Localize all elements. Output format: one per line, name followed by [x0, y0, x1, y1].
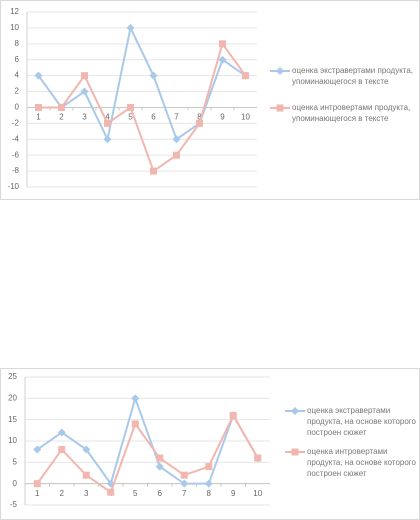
y-tick-label: 12	[10, 7, 19, 16]
x-tick-label: 5	[128, 113, 133, 122]
y-tick-label: 0	[15, 103, 20, 112]
marker	[127, 103, 134, 111]
y-tick-label: -8	[12, 166, 20, 175]
marker	[33, 480, 41, 488]
marker	[58, 103, 65, 111]
x-tick-label: 10	[253, 489, 262, 498]
y-tick-label: -5	[10, 500, 18, 509]
marker	[180, 471, 188, 479]
x-tick-label: 10	[241, 113, 250, 122]
marker	[107, 488, 115, 496]
x-tick-label: 9	[231, 489, 236, 498]
chart-frame	[0, 0, 420, 200]
x-tick-label: 2	[59, 113, 64, 122]
marker	[204, 479, 213, 488]
x-tick-label: 4	[105, 113, 110, 122]
marker	[172, 135, 181, 144]
marker	[196, 119, 203, 127]
marker	[34, 71, 43, 80]
series-line	[38, 41, 247, 173]
x-tick-label: 7	[174, 113, 179, 122]
legend-label: оценка интровертами продукта, на основе …	[307, 447, 416, 478]
marker	[82, 445, 91, 454]
y-tick-label: 10	[8, 436, 17, 445]
marker	[291, 407, 299, 415]
series-line	[36, 413, 259, 494]
marker	[82, 471, 90, 479]
y-tick-label: 5	[13, 457, 18, 466]
x-tick-label: 3	[84, 489, 89, 498]
x-tick-label: 3	[82, 113, 87, 122]
marker	[276, 67, 284, 75]
marker	[149, 71, 158, 80]
y-tick-label: 10	[10, 23, 19, 32]
legend-label: оценка экстравертами продукта, на основе…	[307, 406, 416, 437]
series-line	[37, 24, 247, 143]
y-tick-label: 0	[13, 479, 18, 488]
marker	[33, 445, 42, 454]
marker	[173, 151, 180, 159]
y-tick-label: 20	[8, 393, 17, 402]
y-tick-label: -2	[12, 118, 20, 127]
y-tick-label: 15	[8, 415, 17, 424]
marker	[81, 72, 88, 80]
y-tick-label: 4	[15, 71, 20, 80]
series-line	[36, 395, 259, 486]
marker	[150, 167, 157, 175]
marker	[254, 454, 262, 462]
x-tick-label: 9	[220, 113, 225, 122]
y-tick-label: 25	[8, 372, 17, 381]
marker	[57, 428, 66, 437]
x-tick-label: 1	[36, 113, 41, 122]
marker	[276, 104, 284, 112]
marker	[58, 446, 66, 454]
marker	[156, 454, 164, 462]
marker	[35, 103, 42, 111]
x-tick-label: 8	[207, 489, 212, 498]
y-tick-label: -4	[12, 134, 20, 143]
marker	[219, 40, 226, 48]
marker	[229, 411, 237, 419]
y-tick-label: 2	[15, 87, 20, 96]
y-tick-label: -6	[12, 150, 20, 159]
x-tick-label: 8	[197, 113, 202, 122]
marker	[80, 87, 89, 96]
legend-label: оценка интровертами продукта, упоминающе…	[292, 103, 411, 123]
x-tick-label: 6	[151, 113, 156, 122]
marker	[131, 420, 139, 428]
y-tick-label: 8	[15, 39, 20, 48]
marker	[155, 462, 164, 471]
legend-label: оценка экстравертами продукта, упоминающ…	[292, 66, 414, 86]
marker	[218, 55, 227, 64]
x-tick-label: 1	[35, 489, 40, 498]
y-tick-label: -10	[7, 182, 19, 191]
x-tick-label: 6	[158, 489, 163, 498]
marker	[205, 463, 213, 471]
y-tick-label: 6	[15, 55, 20, 64]
marker	[104, 119, 111, 127]
marker	[242, 72, 249, 80]
marker	[180, 479, 189, 488]
marker	[131, 394, 140, 403]
marker	[291, 448, 299, 456]
marker	[126, 23, 135, 32]
x-tick-label: 7	[182, 489, 187, 498]
x-tick-label: 5	[133, 489, 138, 498]
marker	[103, 135, 112, 144]
x-tick-label: 2	[60, 489, 65, 498]
